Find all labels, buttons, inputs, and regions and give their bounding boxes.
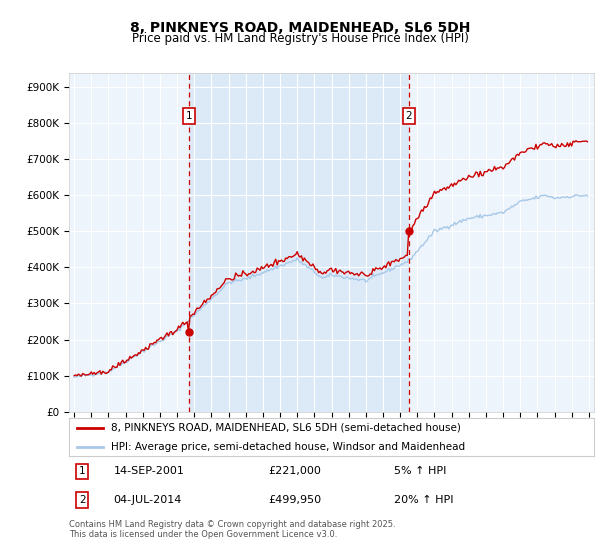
Text: HPI: Average price, semi-detached house, Windsor and Maidenhead: HPI: Average price, semi-detached house,… [111, 442, 465, 452]
Text: Price paid vs. HM Land Registry's House Price Index (HPI): Price paid vs. HM Land Registry's House … [131, 32, 469, 45]
Text: 1: 1 [186, 111, 193, 121]
Text: £499,950: £499,950 [269, 495, 322, 505]
Text: 04-JUL-2014: 04-JUL-2014 [113, 495, 182, 505]
Text: 1: 1 [79, 466, 85, 477]
Text: 8, PINKNEYS ROAD, MAIDENHEAD, SL6 5DH: 8, PINKNEYS ROAD, MAIDENHEAD, SL6 5DH [130, 21, 470, 35]
Text: 14-SEP-2001: 14-SEP-2001 [113, 466, 185, 477]
Text: Contains HM Land Registry data © Crown copyright and database right 2025.
This d: Contains HM Land Registry data © Crown c… [69, 520, 395, 539]
Text: £221,000: £221,000 [269, 466, 322, 477]
Text: 2: 2 [406, 111, 412, 121]
Text: 20% ↑ HPI: 20% ↑ HPI [395, 495, 454, 505]
Text: 8, PINKNEYS ROAD, MAIDENHEAD, SL6 5DH (semi-detached house): 8, PINKNEYS ROAD, MAIDENHEAD, SL6 5DH (s… [111, 423, 461, 433]
Bar [189, 73, 409, 412]
Text: 5% ↑ HPI: 5% ↑ HPI [395, 466, 447, 477]
Text: 2: 2 [79, 495, 85, 505]
